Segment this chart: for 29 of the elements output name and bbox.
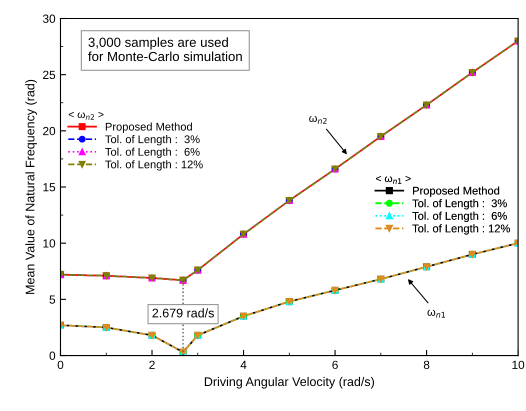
legend-label: Proposed Method <box>106 122 192 133</box>
x-tick-label: 10 <box>512 360 524 370</box>
legend-label: Tol. of Length : 6% <box>105 148 200 158</box>
y-axis-title: Mean Value of Natural Frequency (rad) <box>25 80 37 294</box>
annotation: < ω$_{n2}$ > <box>68 112 104 120</box>
y-tick-label: 10 <box>43 239 56 248</box>
legend-label: Tol. of Length : 12% <box>412 224 510 235</box>
x-tick-label: 8 <box>424 360 430 370</box>
annotation: < ω$_{n1}$ > <box>376 176 411 184</box>
y-tick-label: 15 <box>43 183 56 192</box>
x-tick-label: 4 <box>240 360 246 369</box>
y-tick-label: 25 <box>43 70 56 80</box>
x-tick-label: 6 <box>332 360 338 370</box>
annotation: ω$_{n1}$ <box>428 310 445 318</box>
legend-label: Tol. of Length : 12% <box>105 160 203 171</box>
y-tick-label: 5 <box>50 296 56 304</box>
legend-label: Tol. of Length : 3% <box>105 135 200 146</box>
y-tick-label: 30 <box>42 14 56 23</box>
legend-label: Tol. of Length : 6% <box>412 212 507 222</box>
legend-label: Proposed Method <box>413 186 500 197</box>
ref-line-label: 2.679 rad/s <box>152 308 214 318</box>
y-tick-label: 0 <box>50 352 56 360</box>
legend-label: Tol. of Length : 3% <box>412 199 507 210</box>
x-tick-label: 2 <box>149 360 155 369</box>
y-tick-label: 20 <box>43 126 56 136</box>
annotation: 3,000 samples are used for Monte-Carlo simulation <box>88 37 242 62</box>
x-tick-label: 0 <box>58 360 64 370</box>
x-axis-title: Driving Angular Velocity (rad/s) <box>204 376 374 389</box>
annotation: ω$_{n2}$ <box>309 116 327 124</box>
